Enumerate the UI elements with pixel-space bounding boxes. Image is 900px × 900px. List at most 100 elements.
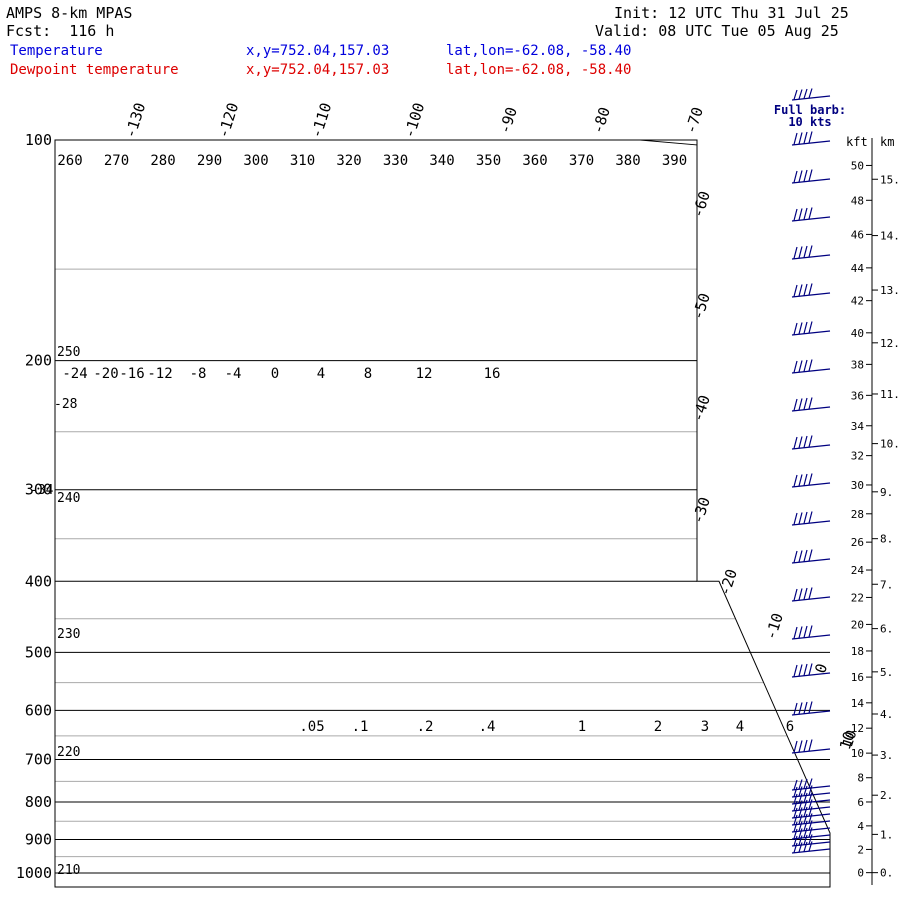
kft-label: 22 xyxy=(851,591,864,604)
barb-flag xyxy=(808,473,813,486)
theta-label: 350 xyxy=(476,153,501,169)
theta-e-label: 16 xyxy=(484,366,501,382)
dewpoint-latlon: lat,lon=-62.08, -58.40 xyxy=(446,62,632,78)
kft-label: 24 xyxy=(851,564,865,577)
km-axis-title: km xyxy=(880,135,894,149)
barb-flag xyxy=(803,625,808,638)
kft-label: 42 xyxy=(851,295,864,308)
barb-flag xyxy=(803,820,808,831)
barb-flag xyxy=(793,807,798,818)
barb-flag xyxy=(798,828,803,839)
barb-flag xyxy=(808,625,813,638)
km-label: 12. xyxy=(880,337,900,350)
kft-label: 40 xyxy=(851,327,864,340)
barb-flag xyxy=(808,792,813,803)
barb-flag xyxy=(798,550,803,563)
barb-flag xyxy=(803,813,808,824)
barb-flag xyxy=(803,169,808,182)
pressure-label: 100 xyxy=(25,131,52,149)
isotherm-label: 10 xyxy=(836,729,859,752)
barb-flag xyxy=(798,512,803,525)
temperature-xy: x,y=752.04,157.03 xyxy=(246,43,390,59)
misc-chart-label: 210 xyxy=(57,863,80,878)
barb-flag xyxy=(803,473,808,486)
theta-label: 380 xyxy=(615,153,640,169)
barb-flag xyxy=(808,169,813,182)
km-label: 4. xyxy=(880,708,893,721)
theta-e-label: -12 xyxy=(147,366,172,382)
kft-label: 16 xyxy=(851,671,864,684)
barb-shaft xyxy=(791,634,831,640)
km-label: 2. xyxy=(880,789,893,802)
barb-flag xyxy=(793,588,798,601)
barb-flag xyxy=(803,245,808,258)
barb-flag xyxy=(793,284,798,297)
kft-label: 32 xyxy=(851,450,864,463)
barb-flag xyxy=(803,511,808,524)
theta-label: 310 xyxy=(290,153,315,169)
barb-flag xyxy=(808,827,813,838)
isotherm-label: -60 xyxy=(688,189,713,220)
barb-flag xyxy=(803,321,808,334)
barb-flag xyxy=(793,208,798,221)
kft-label: 48 xyxy=(851,194,864,207)
theta-e-label: -16 xyxy=(119,366,144,382)
plot-border xyxy=(54,139,831,888)
barb-flag xyxy=(808,359,813,372)
theta-label: 300 xyxy=(243,153,268,169)
barb-flag xyxy=(798,842,803,853)
wind-barb-icon xyxy=(791,283,831,298)
barb-flag xyxy=(798,436,803,449)
barb-shaft xyxy=(791,330,831,336)
wind-barb-icon xyxy=(791,397,831,412)
barb-flag xyxy=(803,283,808,296)
barb-shaft xyxy=(791,482,831,488)
wind-barb-icon xyxy=(791,663,831,678)
temperature-legend: Temperature xyxy=(10,43,103,59)
km-label: 0. xyxy=(880,867,893,880)
theta-label: 320 xyxy=(336,153,361,169)
mixing-ratio-label: 3 xyxy=(701,719,709,735)
barb-flag xyxy=(808,88,813,99)
barb-flag xyxy=(793,132,798,145)
barb-flag xyxy=(798,360,803,373)
barb-flag xyxy=(808,813,813,824)
wind-barb-icon xyxy=(791,827,831,840)
pressure-label: 700 xyxy=(25,750,52,768)
barb-flag xyxy=(798,322,803,335)
model-title: AMPS 8-km MPAS xyxy=(6,4,133,22)
barb-flag xyxy=(793,170,798,183)
barb-flag xyxy=(793,89,798,100)
kft-label: 20 xyxy=(851,618,864,631)
barb-flag xyxy=(808,663,813,676)
barb-flag xyxy=(803,131,808,144)
barb-flag xyxy=(803,792,808,803)
barb-flag xyxy=(808,785,813,796)
barb-legend-title: Full barb: xyxy=(774,103,846,117)
barb-flag xyxy=(808,841,813,852)
barb-flag xyxy=(808,283,813,296)
mixing-ratio-label: 1 xyxy=(578,719,586,735)
kft-label: 2 xyxy=(857,843,864,856)
wind-barb-icon xyxy=(791,245,831,260)
temperature-latlon: lat,lon=-62.08, -58.40 xyxy=(446,43,632,59)
kft-label: 34 xyxy=(851,420,865,433)
km-label: 14. xyxy=(880,230,900,243)
barb-flag xyxy=(798,284,803,297)
isotherm-label: -30 xyxy=(688,495,713,526)
barb-shaft xyxy=(791,596,831,602)
barb-flag xyxy=(793,626,798,639)
isotherm-label: -20 xyxy=(715,567,740,598)
barb-shaft xyxy=(791,520,831,526)
theta-label: 290 xyxy=(197,153,222,169)
barb-flag xyxy=(793,842,798,853)
valid-time: Valid: 08 UTC Tue 05 Aug 25 xyxy=(595,22,839,40)
wind-barb-icon xyxy=(791,511,831,526)
barb-flag xyxy=(798,786,803,797)
kft-label: 38 xyxy=(851,358,864,371)
barb-flag xyxy=(793,793,798,804)
km-label: 8. xyxy=(880,533,893,546)
misc-chart-label: 220 xyxy=(57,745,80,760)
barb-flag xyxy=(798,800,803,811)
